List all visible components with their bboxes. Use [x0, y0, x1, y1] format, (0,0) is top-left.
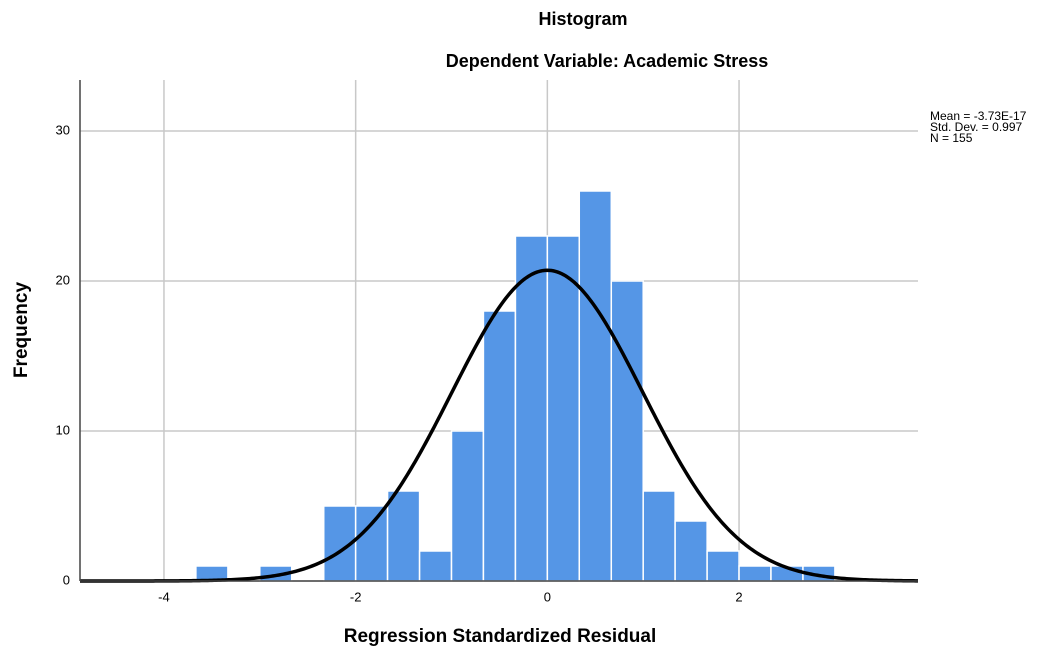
bar: [354, 505, 389, 582]
y-tick-label: 0: [63, 572, 70, 587]
chart-title: Histogram: [538, 9, 627, 29]
bar: [450, 430, 485, 582]
normal-curve: [80, 268, 919, 583]
x-tick-label: -2: [350, 589, 362, 604]
stat-n: N = 155: [930, 131, 973, 145]
y-tick-label: 20: [56, 272, 70, 287]
bar: [738, 565, 772, 582]
bar: [386, 490, 421, 582]
bar: [706, 550, 740, 582]
stat-mean: Mean = -3.73E-17: [930, 109, 1027, 123]
bar: [642, 490, 676, 582]
bar: [482, 310, 517, 582]
y-axis-title: Frequency: [11, 282, 32, 379]
x-tick-label: 0: [544, 589, 551, 604]
bar: [514, 235, 549, 582]
bar: [578, 190, 613, 582]
stat-std: Std. Dev. = 0.997: [930, 120, 1022, 134]
y-tick-label: 10: [56, 422, 70, 437]
y-tick-label: 30: [56, 122, 70, 137]
bar: [674, 520, 708, 582]
bar: [418, 550, 453, 582]
x-tick-label: 2: [735, 589, 742, 604]
bar: [610, 280, 644, 582]
chart-subtitle: Dependent Variable: Academic Stress: [446, 51, 768, 71]
x-axis-title: Regression Standardized Residual: [344, 626, 657, 647]
bar: [546, 235, 581, 582]
x-tick-label: -4: [158, 589, 170, 604]
